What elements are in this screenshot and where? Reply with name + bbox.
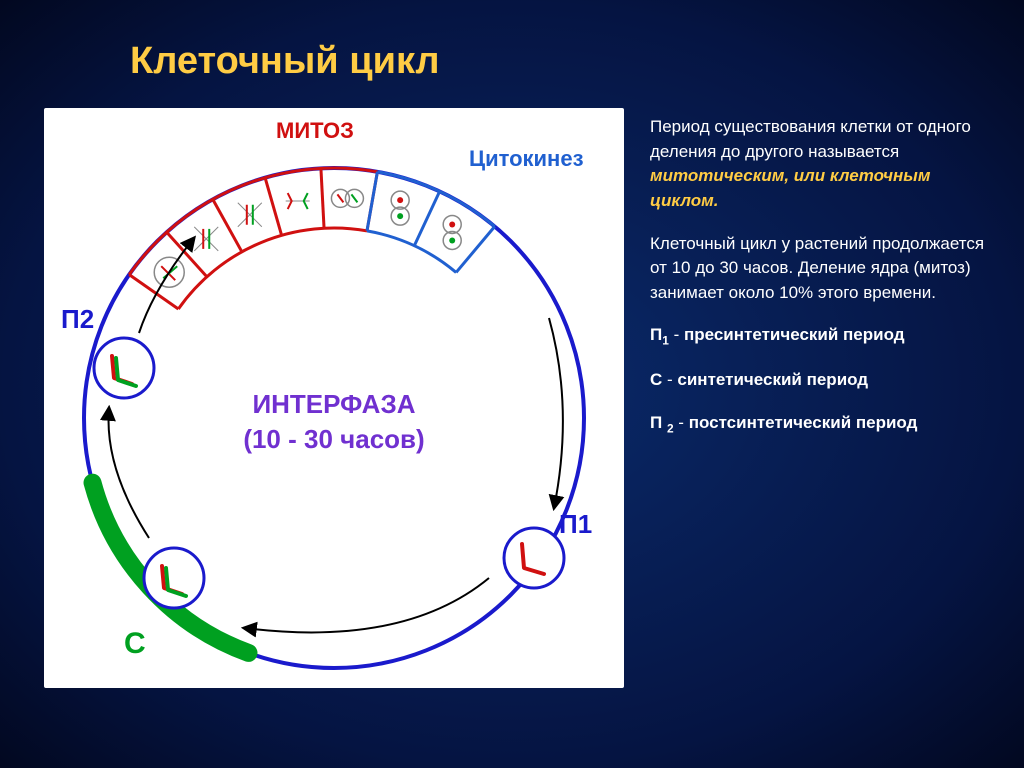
para1-prefix: Период существования клетки от одного де… bbox=[650, 117, 971, 161]
outer-label-4: С bbox=[124, 627, 146, 660]
cell-cycle-diagram: ИНТЕРФАЗА (10 - 30 часов) МИТОЗ Цитокинез П2… bbox=[44, 108, 624, 688]
legend: П1 - пресинтетический период С - синтетич… bbox=[650, 323, 1000, 437]
outer-label-0: МИТОЗ bbox=[276, 118, 354, 143]
para1-emph: митотическим, или клеточным циклом. bbox=[650, 166, 930, 210]
para-1: Период существования клетки от одного де… bbox=[650, 115, 1000, 214]
outer-label-1: Цитокинез bbox=[469, 146, 584, 171]
flow-arrow-1 bbox=[244, 578, 489, 632]
flow-arrow-0 bbox=[549, 318, 563, 508]
p2-cell bbox=[94, 338, 154, 398]
outer-label-3: П1 bbox=[559, 509, 592, 539]
mitosis-sector bbox=[129, 168, 377, 309]
center-label-1: ИНТЕРФАЗА bbox=[252, 389, 415, 419]
para-2: Клеточный цикл у растений продолжается о… bbox=[650, 232, 1000, 306]
cytokinesis-sector bbox=[367, 172, 495, 273]
s-cell bbox=[144, 548, 204, 608]
legend-row-2: П 2 - постсинтетический период bbox=[650, 411, 1000, 438]
outer-label-2: П2 bbox=[61, 304, 94, 334]
legend-row-0: П1 - пресинтетический период bbox=[650, 323, 1000, 350]
p1-cell bbox=[504, 528, 564, 588]
cycle-svg: ИНТЕРФАЗА (10 - 30 часов) МИТОЗ Цитокинез П2… bbox=[44, 108, 624, 688]
page-title: Клеточный цикл bbox=[130, 40, 440, 83]
description-panel: Период существования клетки от одного де… bbox=[650, 115, 1000, 455]
legend-row-1: С - синтетический период bbox=[650, 368, 1000, 393]
title-text: Клеточный цикл bbox=[130, 40, 440, 82]
center-label-2: (10 - 30 часов) bbox=[243, 424, 424, 454]
